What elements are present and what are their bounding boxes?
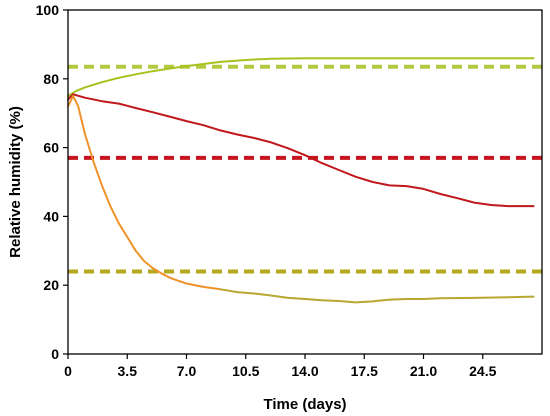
y-tick-label: 0 [51,346,59,362]
series-line-3 [219,288,535,304]
x-tick-label: 24.5 [469,363,496,379]
x-axis-title: Time (days) [263,396,346,413]
reference-lines [68,64,542,274]
series-line-0 [67,57,535,97]
x-tick-label: 21.0 [410,363,437,379]
x-tick-label: 3.5 [118,363,138,379]
y-tick-label: 40 [43,208,59,224]
y-tick-label: 20 [43,277,59,293]
y-tick-label: 60 [43,140,59,156]
series-lines [67,57,535,304]
x-tick-label: 10.5 [232,363,259,379]
y-axis-title: Relative humidity (%) [7,106,24,258]
series-line-1 [67,93,535,208]
x-tick-label: 17.5 [351,363,378,379]
plot-area-frame [67,9,543,355]
y-tick-label: 100 [36,2,60,18]
x-tick-label: 14.0 [291,363,318,379]
series-line-2 [67,95,222,291]
x-tick-label: 0 [64,363,72,379]
x-tick-label: 7.0 [177,363,197,379]
x-axis: 0 3.5 7.0 10.5 14.0 17.5 21.0 24.5 [64,354,497,379]
y-axis: 0 20 40 60 80 100 [36,2,68,362]
y-tick-label: 80 [43,71,59,87]
